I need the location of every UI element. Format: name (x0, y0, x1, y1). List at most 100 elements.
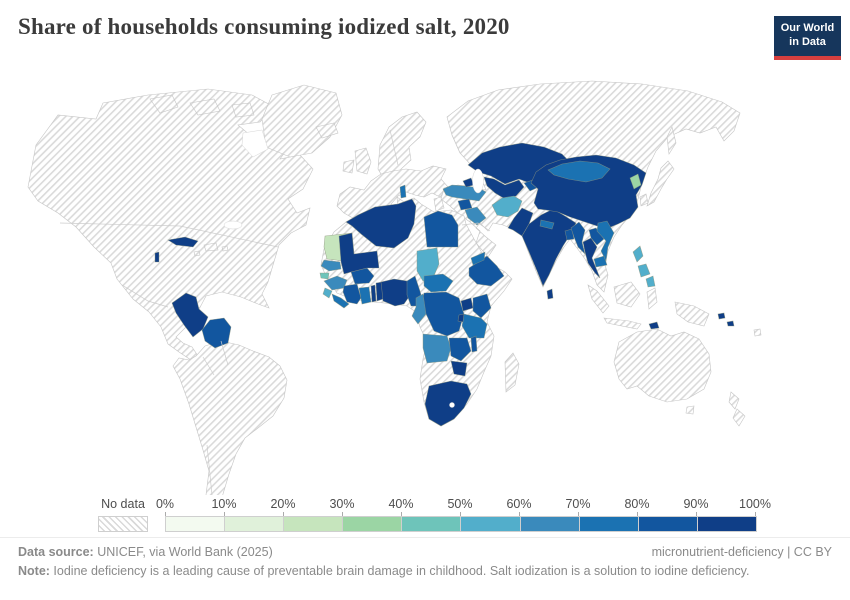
landmass-caribbean-islands[interactable] (193, 242, 229, 257)
country-ghana[interactable] (358, 286, 372, 305)
landmass-south-america[interactable] (172, 340, 288, 495)
page-title: Share of households consuming iodized sa… (18, 14, 510, 39)
legend-tick-label: 100% (739, 497, 771, 511)
country-kenya[interactable] (472, 293, 492, 319)
legend-cell-20-30%[interactable] (284, 517, 344, 531)
country-sierra-leone[interactable] (322, 287, 333, 299)
legend-cell-50-60%[interactable] (461, 517, 521, 531)
landmass-greenland[interactable] (261, 84, 343, 158)
legend-tick-label: 60% (506, 497, 532, 511)
country-central-african-republic[interactable] (423, 273, 454, 293)
legend-tick-mark (165, 512, 166, 517)
country-bolivia[interactable] (201, 317, 232, 349)
country-senegal[interactable] (320, 259, 342, 272)
country-cuba[interactable] (167, 236, 199, 248)
world-map-svg (27, 80, 762, 495)
owid-logo-line1: Our World (780, 22, 835, 34)
country-peru[interactable] (171, 292, 209, 338)
legend-tick-mark (755, 512, 756, 517)
country-nigeria[interactable] (380, 278, 412, 307)
country-guinea-bissau[interactable] (319, 272, 330, 280)
country-guinea[interactable] (323, 275, 348, 291)
legend-cell-0-10%[interactable] (166, 517, 226, 531)
country-afghanistan[interactable] (491, 195, 523, 218)
country-albania[interactable] (399, 184, 407, 199)
country-egypt[interactable] (423, 210, 459, 248)
country-south-africa[interactable] (424, 380, 472, 427)
country-myanmar[interactable] (570, 221, 586, 255)
no-data-label: No data (101, 497, 145, 511)
legend-tick-mark (696, 512, 697, 517)
owid-logo[interactable]: Our World in Data (774, 16, 841, 60)
country-vietnam[interactable] (596, 220, 615, 262)
legend-cell-30-40%[interactable] (343, 517, 403, 531)
no-data-swatch[interactable] (98, 516, 148, 532)
legend-cell-70-80%[interactable] (579, 517, 639, 531)
legend-cell-80-90%[interactable] (638, 517, 698, 531)
legend-cell-10-20%[interactable] (225, 517, 285, 531)
legend-cell-90-100%[interactable] (697, 517, 756, 531)
legend-tick-mark (224, 512, 225, 517)
country-thailand[interactable] (582, 237, 601, 279)
landmass-south-korea[interactable] (639, 193, 649, 207)
country-timor-leste[interactable] (648, 321, 660, 330)
country-bangladesh[interactable] (564, 228, 575, 241)
country-zambia[interactable] (448, 337, 472, 362)
attribution-link[interactable]: micronutrient-deficiency | CC BY (651, 545, 832, 559)
landmass-new-zealand[interactable] (728, 391, 746, 427)
legend-tick-mark (283, 512, 284, 517)
legend-tick-label: 20% (270, 497, 296, 511)
country-nepal[interactable] (539, 219, 555, 230)
great-lakes (223, 220, 243, 230)
country-zimbabwe[interactable] (450, 360, 468, 377)
note-text: Iodine deficiency is a leading cause of … (49, 564, 750, 578)
landmass-japan[interactable] (646, 126, 677, 207)
country-malawi[interactable] (470, 335, 478, 353)
country-rwanda-burundi[interactable] (457, 313, 465, 323)
country-uzbekistan-turkmenistan[interactable] (483, 176, 525, 200)
legend-tick-mark (519, 512, 520, 517)
legend-tick-label: 80% (624, 497, 650, 511)
country-sri-lanka[interactable] (546, 288, 554, 300)
landmass-iceland[interactable] (315, 122, 339, 139)
landmass-united-kingdom-ireland[interactable] (342, 147, 372, 175)
country-pakistan[interactable] (507, 207, 534, 237)
country-mongolia[interactable] (547, 160, 611, 183)
country-north-korea[interactable] (629, 173, 642, 190)
footer: Data source: UNICEF, via World Bank (202… (0, 537, 850, 578)
country-solomon-islands[interactable] (717, 312, 735, 327)
borders-eurasia (389, 129, 491, 232)
country-cambodia[interactable] (593, 255, 608, 268)
landmass-indonesia-malaysia[interactable] (587, 281, 658, 330)
country-philippines[interactable] (632, 245, 656, 288)
country-liberia[interactable] (331, 293, 350, 309)
note-label: Note: (18, 564, 50, 578)
country-laos[interactable] (588, 227, 605, 246)
landmass-pacific-islands[interactable] (753, 328, 762, 337)
country-ethiopia[interactable] (468, 255, 505, 287)
country-algeria[interactable] (345, 198, 417, 249)
landmass-new-guinea[interactable] (674, 301, 710, 327)
legend-tick-label: 40% (388, 497, 414, 511)
borders-north-america (59, 222, 279, 308)
country-belize[interactable] (154, 251, 160, 263)
legend-cell-60-70%[interactable] (520, 517, 580, 531)
legend-tick-mark (637, 512, 638, 517)
legend-cell-40-50%[interactable] (402, 517, 462, 531)
country-togo[interactable] (370, 284, 377, 303)
legend-tick-mark (401, 512, 402, 517)
landmass-madagascar[interactable] (504, 352, 520, 393)
country-iraq[interactable] (464, 206, 487, 226)
legend-tick-mark (460, 512, 461, 517)
map-legend: No data 0% 10% 20% 30% 40% 50% 60% 70% 80% 90% 100… (0, 495, 850, 535)
landmass-australia[interactable] (613, 328, 712, 415)
landmass-arctic-islands[interactable] (149, 94, 255, 118)
country-angola[interactable] (422, 333, 452, 364)
country-mali[interactable] (338, 232, 380, 275)
country-tanzania[interactable] (461, 313, 488, 339)
note-line: Note: Iodine deficiency is a leading cau… (18, 564, 832, 578)
country-eritrea[interactable] (470, 251, 486, 266)
country-india[interactable] (521, 208, 577, 287)
country-congo[interactable] (411, 293, 427, 325)
